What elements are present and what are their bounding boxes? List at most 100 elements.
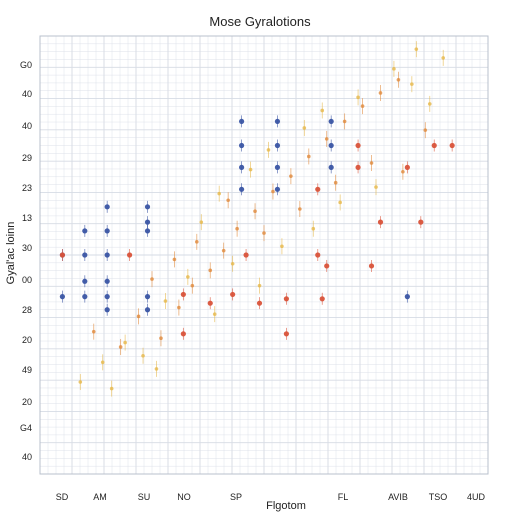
data-point (311, 226, 316, 231)
data-point (195, 240, 199, 244)
data-point (410, 82, 414, 86)
data-point (355, 142, 361, 149)
data-point (159, 336, 163, 341)
data-point (118, 345, 123, 349)
data-point (418, 219, 424, 225)
y-tick-label: 20 (22, 335, 32, 345)
data-point (123, 340, 127, 345)
data-point (212, 312, 217, 316)
data-point (226, 198, 230, 203)
data-point (144, 228, 151, 234)
data-point (104, 307, 110, 313)
data-point (368, 263, 375, 269)
data-point (150, 277, 154, 281)
data-point (401, 169, 405, 174)
data-point (427, 102, 432, 106)
data-point (230, 261, 235, 266)
data-point (360, 104, 365, 108)
data-point (180, 331, 186, 337)
x-axis-tick-labels: SD AM SU NO SP FL AVIB TSO 4UD (56, 492, 486, 502)
data-point (315, 186, 321, 192)
data-point (221, 248, 226, 253)
data-point (239, 142, 245, 149)
data-point (274, 164, 281, 170)
data-marks (59, 41, 455, 397)
x-axis-label: Flgotom (266, 500, 306, 512)
data-point (320, 108, 325, 113)
data-point (199, 220, 204, 224)
data-point (59, 252, 65, 258)
y-axis-tick-labels: G0 40 40 29 23 13 30 00 28 20 49 20 G4 40 (20, 60, 32, 462)
data-point (248, 167, 253, 172)
x-tick-label: 4UD (467, 492, 486, 502)
data-point (253, 209, 257, 213)
data-point (328, 118, 334, 125)
data-point (404, 294, 410, 300)
data-point (355, 164, 361, 170)
data-point (431, 142, 437, 149)
x-tick-label: SP (230, 492, 242, 502)
data-point (283, 331, 289, 337)
data-point (369, 161, 374, 165)
y-tick-label: 49 (22, 365, 32, 375)
data-point (190, 283, 195, 288)
data-point (208, 268, 213, 273)
data-point (319, 296, 325, 302)
y-tick-label: 29 (22, 153, 32, 163)
data-point (141, 353, 145, 358)
data-point (104, 252, 110, 258)
data-point (172, 257, 177, 262)
y-tick-label: 40 (22, 121, 32, 131)
data-point (338, 200, 342, 205)
x-tick-label: SU (138, 492, 151, 502)
y-tick-label: G0 (20, 60, 32, 70)
data-point (180, 291, 186, 298)
x-tick-label: AM (93, 492, 107, 502)
data-point (441, 56, 446, 60)
y-tick-label: 28 (22, 305, 32, 315)
data-point (392, 67, 396, 71)
data-point (274, 118, 281, 125)
y-tick-label: 30 (22, 243, 32, 253)
data-point (342, 119, 347, 124)
y-tick-label: 20 (22, 397, 32, 407)
x-tick-label: FL (338, 492, 349, 502)
data-point (154, 367, 159, 371)
data-point (307, 154, 311, 159)
y-tick-label: 40 (22, 452, 32, 462)
data-point (374, 185, 378, 189)
data-point (163, 299, 168, 303)
data-point (78, 380, 83, 384)
y-tick-label: 13 (22, 213, 32, 223)
data-point (256, 300, 263, 306)
data-point (104, 204, 110, 210)
data-point (177, 305, 181, 310)
x-tick-label: TSO (429, 492, 448, 502)
data-point (274, 186, 281, 192)
data-point (333, 180, 338, 185)
data-point (82, 278, 88, 284)
data-point (136, 314, 141, 319)
data-point (302, 126, 307, 130)
data-point (404, 164, 410, 170)
data-point (186, 275, 190, 279)
plot-frame (39, 35, 489, 475)
data-point (328, 164, 334, 170)
data-point (207, 300, 213, 306)
data-point (104, 278, 110, 284)
data-point (109, 386, 114, 391)
data-point (280, 244, 284, 249)
data-point (144, 204, 151, 210)
data-point (324, 137, 329, 141)
data-point (144, 294, 151, 300)
data-point (235, 226, 239, 231)
data-point (82, 228, 88, 234)
x-tick-label: NO (177, 492, 191, 502)
data-point (289, 174, 293, 178)
data-point (328, 142, 334, 149)
y-tick-label: G4 (20, 423, 32, 433)
data-point (127, 252, 133, 258)
x-tick-label: AVIB (388, 492, 408, 502)
y-axis-label: Gyal'ac loinn (5, 222, 17, 285)
